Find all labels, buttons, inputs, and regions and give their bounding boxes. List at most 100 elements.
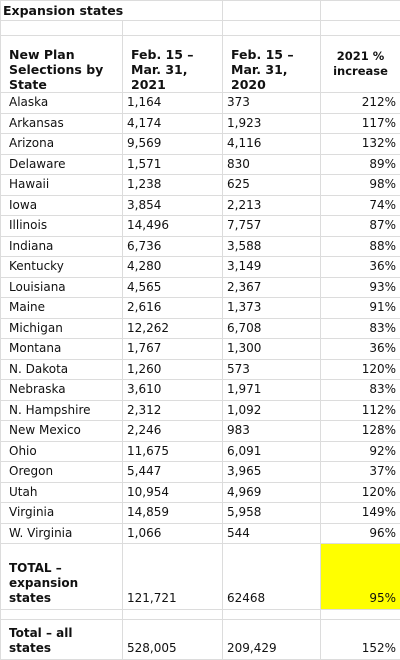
cell: 1,923 [223, 113, 321, 134]
cell: 5,447 [123, 462, 223, 483]
row-label: Nebraska [1, 380, 123, 401]
cell: 2021 % increase [321, 36, 400, 93]
cell [1, 21, 123, 36]
row-label: N. Hampshire [1, 400, 123, 421]
cell [223, 1, 321, 21]
cell: 14,496 [123, 216, 223, 237]
cell: 91% [321, 298, 400, 319]
cell: 117% [321, 113, 400, 134]
row-label: Arkansas [1, 113, 123, 134]
cell: 120% [321, 482, 400, 503]
cell: Feb. 15 – Mar. 31, 2020 [223, 36, 321, 93]
cell: 1,373 [223, 298, 321, 319]
cell: 37% [321, 462, 400, 483]
cell: 36% [321, 257, 400, 278]
cell: 112% [321, 400, 400, 421]
row-label: Oregon [1, 462, 123, 483]
row-label: Delaware [1, 154, 123, 175]
cell: 4,969 [223, 482, 321, 503]
cell: 120% [321, 359, 400, 380]
cell: 3,610 [123, 380, 223, 401]
cell: 14,859 [123, 503, 223, 524]
cell: 4,174 [123, 113, 223, 134]
cell: Feb. 15 – Mar. 31, 2021 [123, 36, 223, 93]
cell [321, 610, 400, 620]
cell [123, 610, 223, 620]
cell: 128% [321, 421, 400, 442]
cell: 95% [321, 544, 400, 610]
cell: 1,767 [123, 339, 223, 360]
row-label: Illinois [1, 216, 123, 237]
cell: 3,854 [123, 195, 223, 216]
cell: 12,262 [123, 318, 223, 339]
row-label: New Plan Selections by State [1, 36, 123, 93]
cell: 83% [321, 318, 400, 339]
cell [223, 610, 321, 620]
cell: 149% [321, 503, 400, 524]
cell [123, 21, 223, 36]
cell: 6,708 [223, 318, 321, 339]
row-label: Maine [1, 298, 123, 319]
cell: 36% [321, 339, 400, 360]
cell: 11,675 [123, 441, 223, 462]
cell: 7,757 [223, 216, 321, 237]
cell: 2,616 [123, 298, 223, 319]
spacer-row [1, 610, 400, 620]
cell: 544 [223, 523, 321, 544]
row-label: Indiana [1, 236, 123, 257]
cell: 3,149 [223, 257, 321, 278]
cell: 5,958 [223, 503, 321, 524]
cell: 9,569 [123, 134, 223, 155]
cell: 88% [321, 236, 400, 257]
cell: 1,066 [123, 523, 223, 544]
cell: 983 [223, 421, 321, 442]
title-row: Expansion states [1, 1, 400, 21]
cell: 1,300 [223, 339, 321, 360]
cell: 6,736 [123, 236, 223, 257]
cell: 96% [321, 523, 400, 544]
cell [1, 610, 123, 620]
sheet-title: Expansion states [1, 1, 223, 21]
row-label: Utah [1, 482, 123, 503]
cell: 1,238 [123, 175, 223, 196]
cell: 3,588 [223, 236, 321, 257]
row-label: TOTAL – expansion states [1, 544, 123, 610]
spacer-row [1, 21, 400, 36]
cell: 212% [321, 93, 400, 114]
cell: 1,260 [123, 359, 223, 380]
row-label: Alaska [1, 93, 123, 114]
cell: 625 [223, 175, 321, 196]
cell: 1,092 [223, 400, 321, 421]
cell: 121,721 [123, 544, 223, 610]
row-label: Michigan [1, 318, 123, 339]
cell: 4,116 [223, 134, 321, 155]
cell: 87% [321, 216, 400, 237]
cell: 2,213 [223, 195, 321, 216]
cell: 93% [321, 277, 400, 298]
cell: 4,565 [123, 277, 223, 298]
row-label: Louisiana [1, 277, 123, 298]
cell: 132% [321, 134, 400, 155]
cell: 6,091 [223, 441, 321, 462]
cell: 89% [321, 154, 400, 175]
